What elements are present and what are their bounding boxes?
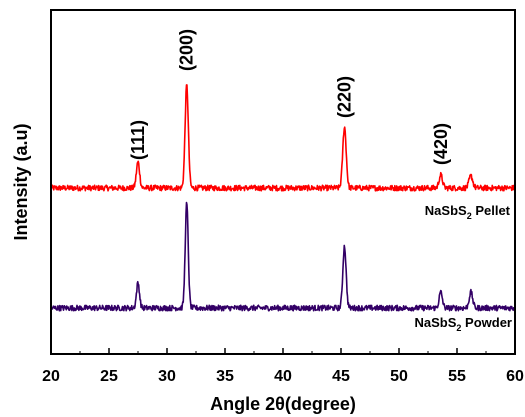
series-line-1 [50,201,516,312]
x-tick-label: 20 [42,368,60,385]
x-tick-label: 50 [390,368,408,385]
x-tick-label: 25 [100,368,118,385]
peak-label: (220) [334,76,354,118]
series-label-1: NaSbS2 Powder [415,315,513,333]
series-labels: NaSbS2 Pellet NaSbS2 Powder [415,203,513,333]
peak-label: (420) [431,123,451,165]
peak-label: (200) [177,29,197,71]
plot-frame [50,9,516,355]
peak-annotations: (111) (200) (220) (420) [128,29,451,165]
peak-label: (111) [128,120,148,160]
x-ticks: 20 25 30 35 40 45 50 55 60 [42,348,524,385]
x-tick-label: 55 [448,368,466,385]
series-line-0 [50,84,516,192]
x-tick-label: 45 [332,368,350,385]
x-tick-label: 40 [274,368,292,385]
x-tick-label: 30 [158,368,176,385]
series-label-0: NaSbS2 Pellet [425,203,511,221]
y-axis-label: Intensity (a.u) [11,123,31,240]
x-tick-label: 60 [506,368,524,385]
x-tick-label: 35 [216,368,234,385]
x-axis-label: Angle 2θ(degree) [210,394,356,414]
series-layer [50,84,516,312]
